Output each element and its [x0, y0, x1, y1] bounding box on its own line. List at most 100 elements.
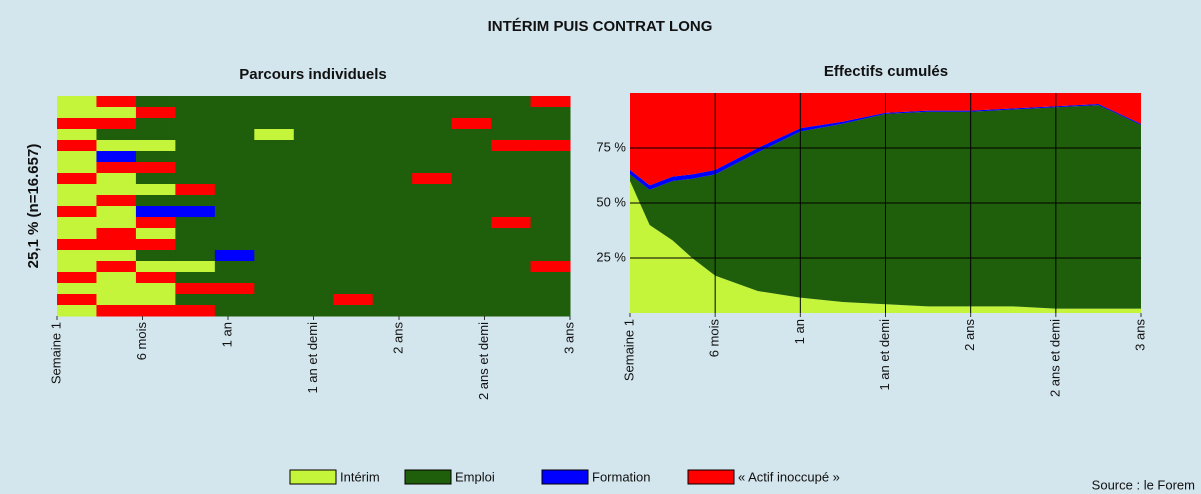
- sequence-cell: [135, 217, 176, 229]
- sequence-cell: [412, 118, 453, 130]
- sequence-cell: [293, 239, 334, 251]
- sequence-cell: [293, 162, 334, 174]
- sequence-cell: [333, 118, 374, 130]
- sequence-cell: [254, 195, 295, 207]
- sequence-cell: [254, 129, 295, 141]
- sequence-cell: [333, 250, 374, 262]
- sequence-cell: [372, 294, 413, 306]
- sequence-cell: [254, 173, 295, 185]
- sequence-cell: [491, 239, 532, 251]
- sequence-cell: [96, 96, 137, 108]
- sequence-cell: [530, 184, 571, 196]
- sequence-cell: [412, 294, 453, 306]
- sequence-cell: [412, 195, 453, 207]
- sequence-cell: [96, 305, 137, 317]
- legend-swatch: [289, 469, 337, 485]
- sequence-cell: [412, 217, 453, 229]
- sequence-cell: [372, 129, 413, 141]
- sequence-cell: [135, 96, 176, 108]
- sequence-cell: [333, 151, 374, 163]
- sequence-cell: [530, 140, 571, 152]
- sequence-cell: [175, 173, 216, 185]
- sequence-cell: [293, 283, 334, 295]
- sequence-cell: [293, 272, 334, 284]
- sequence-cell: [57, 173, 97, 185]
- sequence-cell: [135, 129, 176, 141]
- sequence-cell: [372, 184, 413, 196]
- sequence-cell: [254, 261, 295, 273]
- sequence-cell: [214, 96, 255, 108]
- sequence-cell: [333, 107, 374, 119]
- sequence-cell: [254, 118, 295, 130]
- sequence-cell: [57, 250, 97, 262]
- sequence-cell: [57, 206, 97, 218]
- x-tick-label: 2 ans et demi: [476, 322, 491, 400]
- sequence-cell: [293, 206, 334, 218]
- sequence-cell: [333, 239, 374, 251]
- sequence-cell: [214, 217, 255, 229]
- x-tick-label: Semaine 1: [621, 319, 636, 381]
- sequence-cell: [491, 294, 532, 306]
- sequence-cell: [530, 217, 571, 229]
- sequence-cell: [135, 250, 176, 262]
- sequence-cell: [530, 250, 571, 262]
- sequence-cell: [530, 96, 571, 108]
- sequence-cell: [372, 96, 413, 108]
- sequence-cell: [491, 195, 532, 207]
- legend-swatch: [404, 469, 452, 485]
- sequence-cell: [451, 305, 492, 317]
- sequence-cell: [451, 239, 492, 251]
- sequence-cell: [333, 195, 374, 207]
- sequence-cell: [293, 250, 334, 262]
- sequence-cell: [333, 261, 374, 273]
- sequence-cell: [372, 107, 413, 119]
- sequence-cell: [530, 272, 571, 284]
- sequence-cell: [451, 272, 492, 284]
- sequence-cell: [135, 140, 176, 152]
- sequence-cell: [491, 162, 532, 174]
- sequence-cell: [254, 162, 295, 174]
- sequence-cell: [491, 272, 532, 284]
- sequence-cell: [293, 107, 334, 119]
- x-tick-label: 1 an: [219, 322, 234, 347]
- sequence-cell: [333, 294, 374, 306]
- sequence-cell: [491, 151, 532, 163]
- sequence-cell: [96, 206, 137, 218]
- sequence-cell: [214, 305, 255, 317]
- sequence-cell: [451, 195, 492, 207]
- sequence-cell: [254, 294, 295, 306]
- sequence-cell: [451, 140, 492, 152]
- sequence-cell: [57, 228, 97, 240]
- sequence-cell: [96, 140, 137, 152]
- sequence-cell: [254, 305, 295, 317]
- sequence-cell: [96, 217, 137, 229]
- sequence-cell: [530, 261, 571, 273]
- sequence-cell: [491, 261, 532, 273]
- sequence-cell: [96, 272, 137, 284]
- page-title: INTÉRIM PUIS CONTRAT LONG: [488, 18, 713, 35]
- sequence-cell: [135, 151, 176, 163]
- sequence-cell: [333, 140, 374, 152]
- sequence-cell: [412, 239, 453, 251]
- sequence-cell: [451, 107, 492, 119]
- sequence-cell: [333, 305, 374, 317]
- sequence-cell: [254, 107, 295, 119]
- sequence-cell: [491, 129, 532, 141]
- sequence-cell: [135, 184, 176, 196]
- x-tick-label: 1 an et demi: [305, 322, 320, 394]
- sequence-cell: [175, 96, 216, 108]
- sequence-cell: [254, 96, 295, 108]
- sequence-cell: [135, 283, 176, 295]
- sequence-cell: [451, 261, 492, 273]
- x-tick-label: 1 an et demi: [877, 319, 892, 391]
- sequence-cell: [372, 250, 413, 262]
- sequence-cell: [254, 283, 295, 295]
- sequence-cell: [530, 129, 571, 141]
- sequence-cell: [491, 305, 532, 317]
- sequence-cell: [372, 272, 413, 284]
- sequence-cell: [135, 107, 176, 119]
- sequence-cell: [96, 283, 137, 295]
- sequence-cell: [135, 162, 176, 174]
- sequence-cell: [412, 140, 453, 152]
